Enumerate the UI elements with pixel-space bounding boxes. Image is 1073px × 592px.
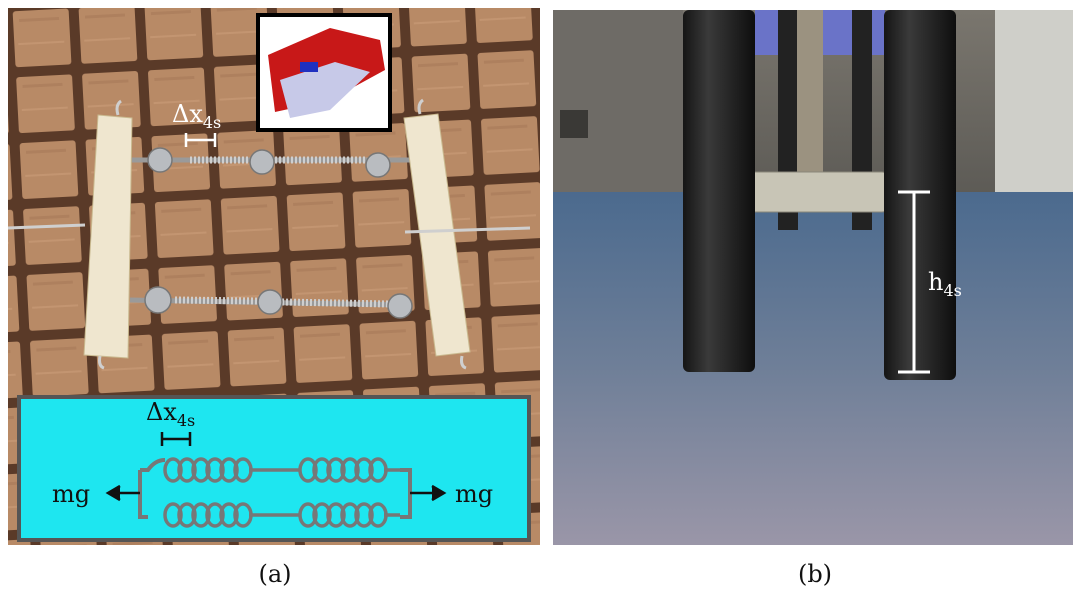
rod — [797, 10, 823, 180]
force-label: mg — [455, 480, 493, 508]
panel-b: h4s — [553, 10, 1073, 545]
caption: (a) — [258, 560, 291, 588]
cabinet-handle — [560, 110, 588, 138]
post — [683, 10, 755, 372]
carpet — [553, 192, 1073, 545]
cabinet — [995, 10, 1073, 200]
panel-a: Δx4s Δx4s mg mg — [8, 8, 540, 545]
figure: Δx4s Δx4s mg mg h4s (a) (b) — [0, 0, 1073, 592]
post — [884, 10, 956, 380]
force-label: mg — [52, 480, 90, 508]
caption: (b) — [798, 560, 832, 588]
page: {"panel_a": {"photo_label": {"base": "Δx… — [0, 0, 1073, 592]
cabinet — [553, 10, 683, 200]
